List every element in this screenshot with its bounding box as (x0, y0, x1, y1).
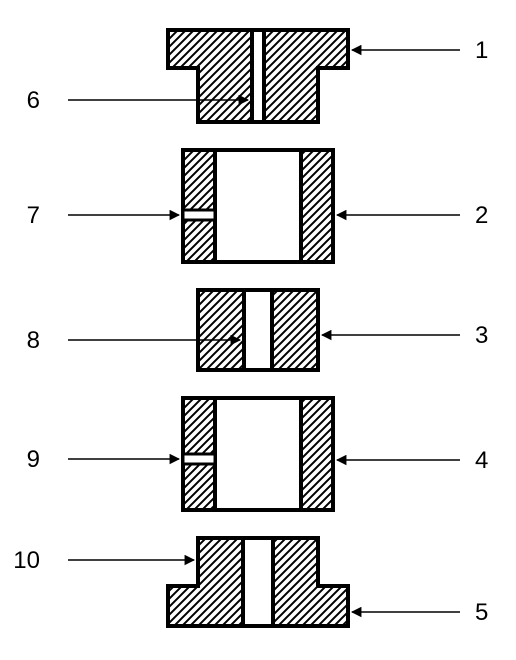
label-7: 7 (27, 202, 40, 229)
section-region (168, 30, 252, 122)
section-region (273, 538, 348, 626)
label-9: 9 (27, 446, 40, 473)
label-1: 1 (475, 37, 488, 64)
section-region (198, 290, 244, 370)
part-outline (252, 30, 264, 122)
diagram-canvas: 1 6 2 7 3 8 4 9 5 10 (0, 0, 516, 660)
section-region (168, 538, 243, 626)
label-3: 3 (475, 322, 488, 349)
part-outline (244, 290, 272, 370)
label-2: 2 (475, 202, 488, 229)
section-region (301, 150, 333, 262)
wall-notch (183, 454, 215, 464)
label-6: 6 (27, 87, 40, 114)
part-outline (243, 538, 273, 626)
section-region (183, 150, 215, 262)
section-region (272, 290, 318, 370)
part-outline (215, 398, 301, 510)
label-4: 4 (475, 447, 488, 474)
section-region (301, 398, 333, 510)
label-10: 10 (13, 547, 40, 574)
label-8: 8 (27, 327, 40, 354)
part-outline (215, 150, 301, 262)
wall-notch (183, 210, 215, 220)
section-region (264, 30, 348, 122)
label-5: 5 (475, 599, 488, 626)
